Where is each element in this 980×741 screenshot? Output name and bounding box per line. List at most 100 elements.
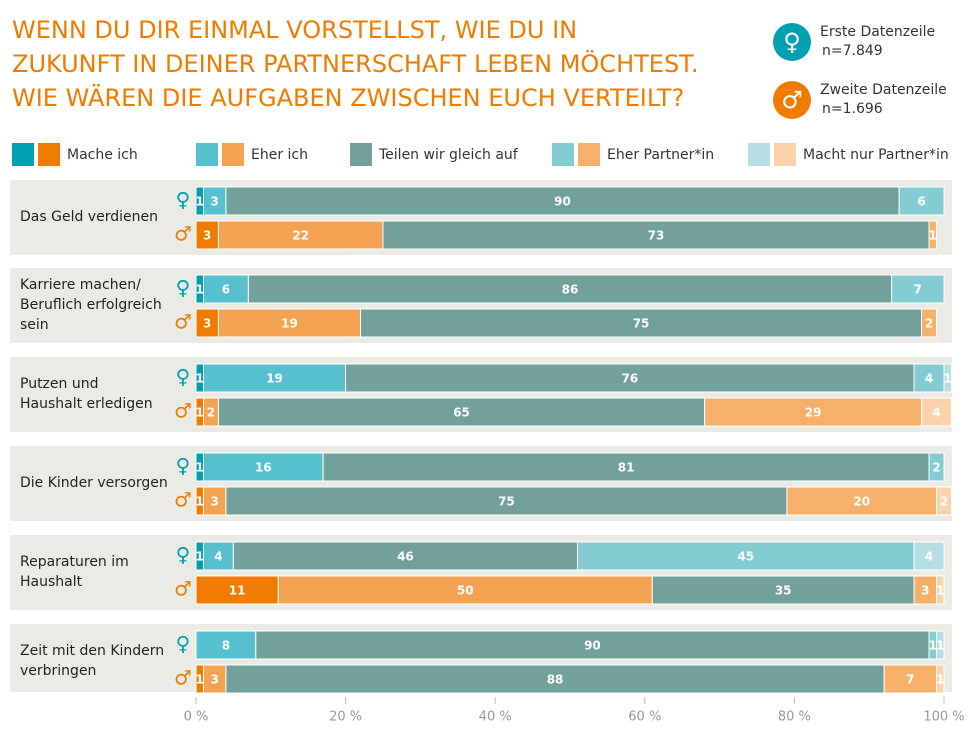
value-label: 2 [940,495,948,509]
row-symbol: ♂ [174,577,192,601]
category-label: Haushalt erledigen [20,396,153,412]
value-label: 1 [936,639,944,653]
row-symbol: ♂ [174,666,192,690]
bar-segment [576,541,915,571]
legend-label: Mache ich [67,147,138,163]
value-label: 1 [196,195,204,209]
bar-segment [943,363,952,393]
row-legend-name: Erste Datenzeile [820,24,935,40]
value-label: 29 [805,406,822,420]
value-label: 50 [457,584,474,598]
value-label: 2 [207,406,215,420]
value-label: 7 [914,283,922,297]
category-label: Putzen und [20,376,98,392]
row-symbol: ♂ [174,399,192,423]
value-label: 6 [917,195,925,209]
value-label: 73 [648,229,665,243]
value-label: 1 [196,461,204,475]
x-tick-label: 20 % [329,710,362,725]
value-label: 3 [921,584,929,598]
bar-segment [217,397,706,427]
legend-swatch [12,143,34,166]
legend-swatch [552,143,574,166]
legend-label: Eher Partner*in [607,147,714,163]
value-label: 1 [196,406,204,420]
bar-segment [936,575,945,605]
x-tick-label: 100 % [923,710,964,725]
bar-segment [195,630,257,660]
value-label: 1 [196,550,204,564]
value-label: 88 [547,673,564,687]
bar-segment [936,486,952,516]
legend-swatch [222,143,244,166]
category-label: Haushalt [20,574,83,590]
bar-segment [195,575,279,605]
value-label: 45 [737,550,754,564]
value-label: 3 [203,317,211,331]
row-symbol: ♀ [176,632,191,656]
value-label: 1 [929,639,937,653]
value-label: 3 [211,495,219,509]
value-label: 3 [211,195,219,209]
row-symbol: ♂ [174,488,192,512]
row-legend-name: Zweite Datenzeile [820,82,947,98]
category-label: verbringen [20,663,96,679]
value-label: 76 [621,372,638,386]
category-label: Beruflich erfolgreich [20,297,162,313]
bar-segment [322,452,930,482]
bar-segment [225,186,900,216]
value-label: 4 [214,550,222,564]
bar-segment [921,397,952,427]
category-label: sein [20,317,49,333]
bar-segment [936,664,945,694]
value-label: 46 [397,550,414,564]
bar-segment [360,308,923,338]
value-label: 90 [584,639,601,653]
row-symbol: ♀ [176,276,191,300]
value-label: 75 [633,317,650,331]
row-symbol: ♂ [174,310,192,334]
bar-segment [786,486,938,516]
category-label: Das Geld verdienen [20,209,158,225]
x-tick-label: 0 % [184,710,209,725]
bar-segment [247,274,893,304]
legend-swatch [748,143,770,166]
x-tick-label: 80 % [778,710,811,725]
legend-label: Macht nur Partner*in [803,147,949,163]
bar-segment [928,452,945,482]
value-label: 4 [932,406,940,420]
bar-segment [217,220,384,250]
value-label: 90 [554,195,571,209]
bar-segment [232,541,578,571]
bar-segment [345,363,915,393]
chart-title: WENN DU DIR EINMAL VORSTELLST, WIE DU IN [12,16,577,44]
value-label: 2 [925,317,933,331]
value-label: 3 [203,229,211,243]
category-label: Karriere machen/ [20,277,141,293]
row-symbol: ♀ [176,454,191,478]
value-label: 2 [932,461,940,475]
row-legend-icon [773,81,811,119]
row-legend-icon [773,23,811,61]
value-label: 11 [229,584,246,598]
value-label: 3 [211,673,219,687]
bar-segment [928,220,938,250]
bar-segment [921,308,938,338]
bar-segment [651,575,915,605]
value-label: 6 [222,283,230,297]
value-label: 1 [196,495,204,509]
value-label: 20 [853,495,870,509]
x-tick-label: 60 % [628,710,661,725]
value-label: 4 [925,372,933,386]
row-symbol: ♀ [176,543,191,567]
value-label: 1 [196,283,204,297]
bar-segment [898,186,945,216]
category-label: Zeit mit den Kindern [20,643,164,659]
value-label: 1 [936,673,944,687]
value-label: 65 [453,406,470,420]
row-legend-symbol: ♀ [783,28,801,56]
bar-segment [883,664,938,694]
value-label: 19 [266,372,283,386]
value-label: 19 [281,317,298,331]
category-label: Die Kinder versorgen [20,475,168,491]
